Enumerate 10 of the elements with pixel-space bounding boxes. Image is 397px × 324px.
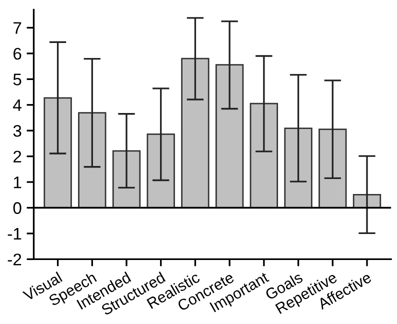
y-tick-label: -1 <box>8 228 22 240</box>
y-tick-label: 3 <box>13 125 22 137</box>
y-tick-label: -2 <box>8 254 22 266</box>
y-tick-label: 6 <box>14 48 22 60</box>
y-tick-label: 0 <box>13 202 22 214</box>
y-tick-label: 7 <box>14 22 22 34</box>
y-tick-label: 4 <box>13 99 22 111</box>
y-tick-label: 5 <box>13 74 22 86</box>
y-tick-label: 2 <box>14 150 22 162</box>
y-tick-label: 1 <box>14 176 22 188</box>
